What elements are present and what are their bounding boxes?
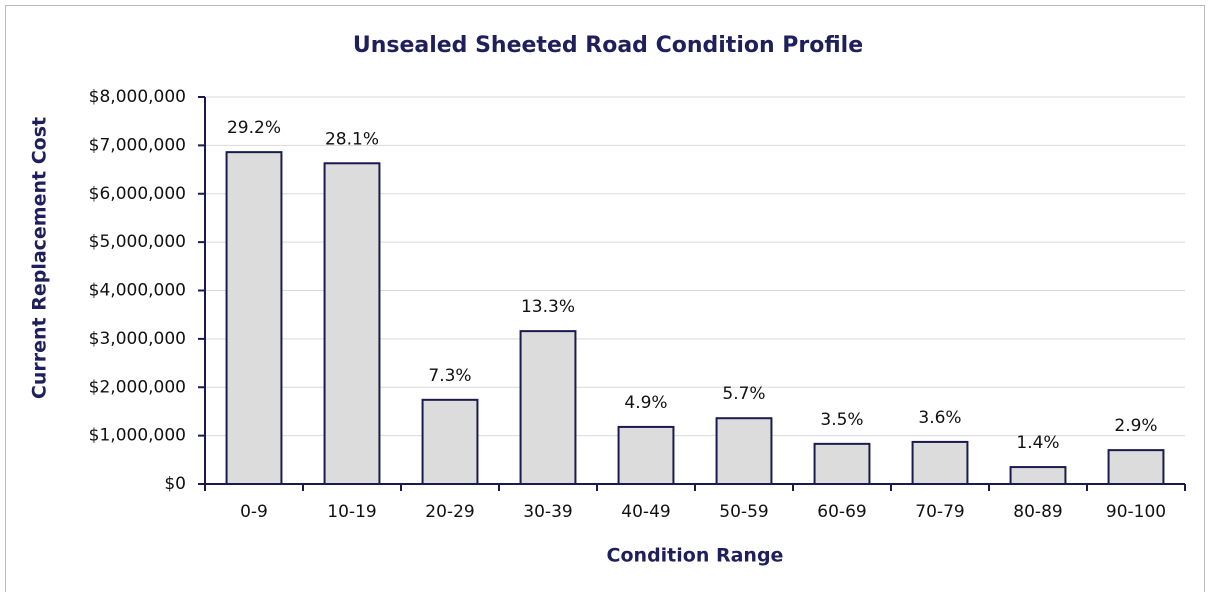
data-label: 1.4% — [1016, 433, 1059, 453]
data-label: 3.6% — [918, 408, 961, 428]
data-label: 3.5% — [820, 410, 863, 430]
y-tick-label: $3,000,000 — [89, 329, 186, 349]
data-label: 4.9% — [624, 393, 667, 413]
bar — [911, 440, 969, 486]
bar — [715, 417, 773, 485]
x-tick-label: 40-49 — [621, 502, 670, 522]
bar — [1107, 449, 1165, 486]
bar — [421, 398, 479, 486]
x-tick-label: 80-89 — [1013, 502, 1062, 522]
x-tick-label: 0-9 — [240, 502, 268, 522]
x-tick-label: 20-29 — [425, 502, 474, 522]
bar — [519, 330, 577, 486]
y-tick-label: $6,000,000 — [89, 184, 186, 204]
y-tick-label: $8,000,000 — [89, 87, 186, 107]
bar — [225, 151, 283, 486]
x-axis-title: Condition Range — [607, 545, 784, 567]
y-tick-label: $5,000,000 — [89, 232, 186, 252]
x-tick-label: 90-100 — [1106, 502, 1166, 522]
y-tick-label: $7,000,000 — [89, 135, 186, 155]
data-label: 5.7% — [722, 384, 765, 404]
x-tick-label: 50-59 — [719, 502, 768, 522]
bar — [323, 162, 381, 485]
y-tick-label: $1,000,000 — [89, 426, 186, 446]
y-tick-label: $0 — [164, 474, 186, 494]
x-tick-label: 30-39 — [523, 502, 572, 522]
data-label: 28.1% — [325, 129, 379, 149]
bar — [813, 442, 871, 486]
bar — [1009, 466, 1067, 486]
data-label: 2.9% — [1114, 416, 1157, 436]
data-label: 7.3% — [428, 366, 471, 386]
x-tick-label: 70-79 — [915, 502, 964, 522]
x-tick-label: 60-69 — [817, 502, 866, 522]
chart-title: Unsealed Sheeted Road Condition Profile — [353, 33, 863, 58]
y-axis-title: Current Replacement Cost — [29, 117, 51, 399]
bar — [617, 425, 675, 486]
chart-border — [5, 5, 1205, 592]
data-label: 29.2% — [227, 118, 281, 138]
y-tick-label: $4,000,000 — [89, 281, 186, 301]
data-label: 13.3% — [521, 297, 575, 317]
y-tick-label: $2,000,000 — [89, 377, 186, 397]
x-tick-label: 10-19 — [327, 502, 376, 522]
